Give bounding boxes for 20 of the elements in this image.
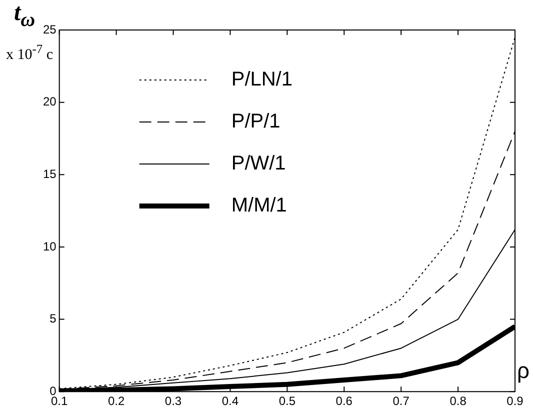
legend-label: P/LN/1 xyxy=(231,68,293,91)
y-axis-title: t$_{ω}$ xyxy=(14,0,36,32)
y-tick-label: 5 xyxy=(50,312,57,326)
x-tick-label: 0.6 xyxy=(336,394,353,408)
y-tick-label: 15 xyxy=(42,166,57,181)
x-tick-label: 0.2 xyxy=(108,394,125,408)
x-tick-label: 0.8 xyxy=(450,394,467,408)
legend-label: P/W/1 xyxy=(231,152,286,175)
x-axis-title: ρ xyxy=(517,358,530,384)
x-tick-label: 0.5 xyxy=(278,394,296,408)
legend-label: P/P/1 xyxy=(231,110,280,133)
y-tick-label: 20 xyxy=(42,94,57,109)
x-tick-label: 0.3 xyxy=(164,394,182,408)
x-tick-label: 0.9 xyxy=(506,394,524,408)
legend-label: M/M/1 xyxy=(231,194,287,217)
text: x 10$^{-7}$ c xyxy=(6,42,54,64)
y-tick-label: 10 xyxy=(42,239,57,254)
x-tick-label: 0.4 xyxy=(222,394,239,408)
x-tick-label: 0.7 xyxy=(392,394,410,408)
y-tick-label: 25 xyxy=(42,22,57,36)
